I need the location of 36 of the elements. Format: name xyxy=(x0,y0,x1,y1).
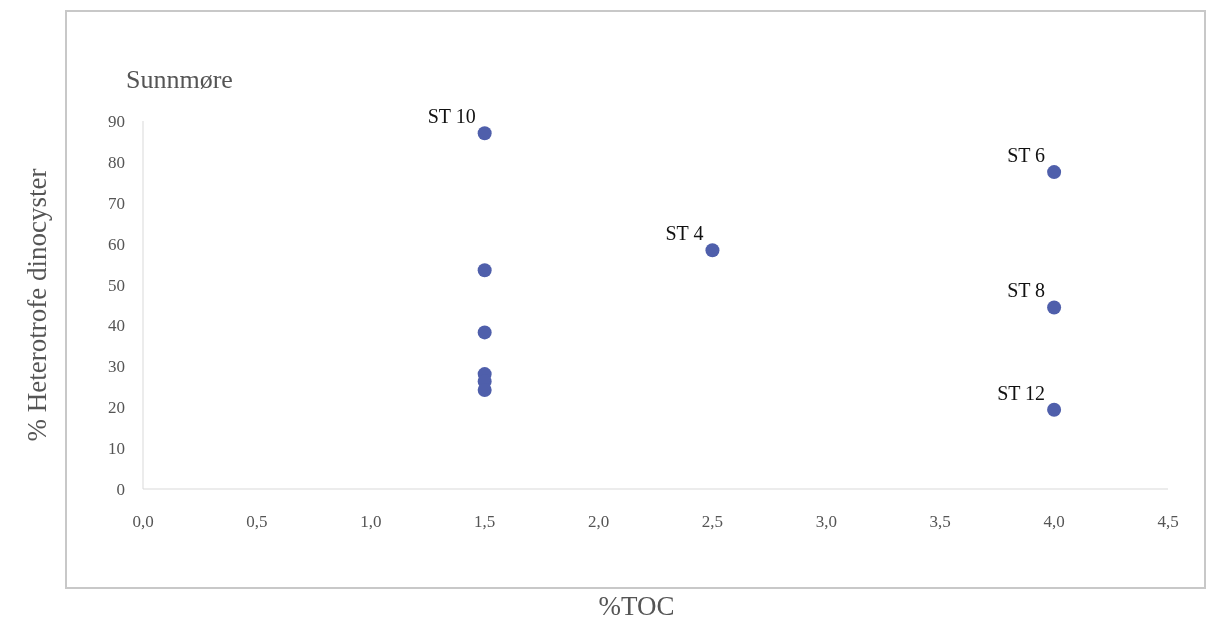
x-tick-label: 4,0 xyxy=(1043,512,1065,531)
x-tick-label: 1,0 xyxy=(360,512,382,531)
x-tick-label: 0,0 xyxy=(132,512,154,531)
point xyxy=(705,243,720,258)
point xyxy=(1047,165,1062,180)
y-tick-label: 40 xyxy=(108,316,125,336)
annotation: ST 10 xyxy=(427,105,476,128)
y-tick-label: 50 xyxy=(108,275,125,295)
point xyxy=(1047,402,1062,417)
annotation: ST 4 xyxy=(665,222,704,245)
y-tick-label: 10 xyxy=(108,439,125,459)
x-tick-label: 2,5 xyxy=(701,512,724,531)
x-tick-label: 4,5 xyxy=(1157,512,1179,531)
annotation: ST 12 xyxy=(997,381,1046,404)
y-tick-label: 70 xyxy=(108,193,125,213)
y-tick-label: 60 xyxy=(108,234,125,254)
y-tick-label: 20 xyxy=(108,398,125,418)
x-axis-title: %TOC xyxy=(598,591,675,621)
x-tick-label: 1,5 xyxy=(474,512,496,531)
annotation: ST 6 xyxy=(1007,144,1046,167)
point xyxy=(477,325,492,340)
point xyxy=(477,263,492,278)
x-tick-label: 0,5 xyxy=(246,512,268,531)
point xyxy=(1047,300,1062,315)
x-tick-label: 2,0 xyxy=(587,512,610,531)
x-tick-label: 3,0 xyxy=(815,512,837,531)
point xyxy=(477,383,492,398)
y-tick-label: 80 xyxy=(108,152,125,172)
y-axis-title: % Heterotrofe dinocyster xyxy=(22,168,52,442)
x-tick-label: 3,5 xyxy=(929,512,951,531)
y-tick-label: 30 xyxy=(108,357,125,377)
y-tick-label: 0 xyxy=(116,479,125,499)
annotation: ST 8 xyxy=(1007,279,1046,302)
y-tick-label: 90 xyxy=(108,111,125,131)
chart-title: Sunnmøre xyxy=(126,65,233,94)
point xyxy=(477,126,492,141)
